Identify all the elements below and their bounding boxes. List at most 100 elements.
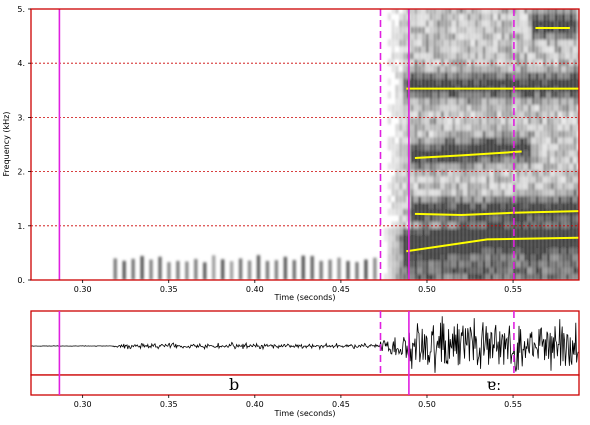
spectrogram-cell <box>429 273 433 280</box>
spectrogram-cell <box>471 13 474 21</box>
spectrogram-cell <box>460 9 463 14</box>
spectrogram-cell <box>573 19 577 27</box>
spectrogram-cell <box>403 65 406 73</box>
spectrogram-cell <box>414 156 418 164</box>
spectrogram-cell <box>482 234 486 242</box>
spectrogram-cell <box>497 195 501 203</box>
spectrogram-cell <box>562 45 565 53</box>
spectrogram-cell <box>509 266 512 274</box>
spectrogram-cell <box>429 253 433 261</box>
spectrogram-cell <box>429 240 433 248</box>
spectrogram-cell <box>471 65 474 73</box>
spectrogram-cell <box>433 26 437 34</box>
spectrogram-cell <box>486 104 490 112</box>
spectrogram-cell <box>456 169 459 177</box>
spectrogram-cell <box>566 175 569 183</box>
spectrogram-cell <box>501 32 505 40</box>
spectrogram-cell <box>452 221 456 229</box>
spectrogram-cell <box>460 97 463 105</box>
spectrogram-cell <box>448 110 452 118</box>
spectrogram-cell <box>486 78 490 86</box>
spectrogram-cell <box>494 39 497 47</box>
spectrogram-cell <box>433 169 437 177</box>
spectrogram-cell <box>388 273 391 280</box>
spectrogram-cell <box>414 130 418 138</box>
spectrogram-cell <box>566 136 569 144</box>
spectrogram-cell <box>535 71 539 79</box>
spectrogram-cell <box>441 175 444 183</box>
spectrogram-cell <box>566 253 569 261</box>
spectrogram-cell <box>433 221 437 229</box>
spectrogram-cell <box>569 117 573 125</box>
voicing-bar-cell <box>167 262 171 280</box>
spectrogram-cell <box>486 201 490 209</box>
voicing-bar-cell <box>185 261 189 280</box>
spectrogram-cell <box>422 227 425 235</box>
spectrogram-cell <box>535 195 539 203</box>
spectrogram-cell <box>566 71 569 79</box>
spectrogram-cell <box>497 227 501 235</box>
spectrogram-cell <box>441 156 444 164</box>
spectrogram-cell <box>444 104 448 112</box>
time-tick-label: 0.35 <box>160 400 178 409</box>
spectrogram-cell <box>410 52 414 60</box>
spectrogram-cell <box>516 110 520 118</box>
spectrogram-cell <box>535 13 539 21</box>
spectrogram-cell <box>418 104 421 112</box>
spectrogram-cell <box>531 45 535 53</box>
spectrogram-cell <box>463 97 467 105</box>
spectrogram-cell <box>429 169 433 177</box>
spectrogram-cell <box>478 97 482 105</box>
spectrogram-cell <box>422 58 425 66</box>
voicing-bar-cell <box>131 258 135 280</box>
spectrogram-cell <box>535 32 539 40</box>
spectrogram-cell <box>399 234 403 242</box>
spectrogram-cell <box>463 123 467 131</box>
spectrogram-cell <box>437 78 440 86</box>
spectrogram-cell <box>482 188 486 196</box>
spectrogram-cell <box>509 130 512 138</box>
spectrogram-cell <box>524 71 528 79</box>
spectrogram-cell <box>467 253 471 261</box>
spectrogram-cell <box>463 227 467 235</box>
spectrogram-cell <box>531 52 535 60</box>
spectrogram-cell <box>547 156 550 164</box>
spectrogram-cell <box>441 182 444 190</box>
spectrogram-cell <box>566 247 569 255</box>
spectrogram-cell <box>437 58 440 66</box>
spectrogram-cell <box>520 240 524 248</box>
spectrogram-cell <box>422 253 425 261</box>
spectrogram-cell <box>543 45 546 53</box>
spectrogram-cell <box>566 188 569 196</box>
spectrogram-cell <box>444 136 448 144</box>
spectrogram-cell <box>463 58 467 66</box>
spectrogram-cell <box>441 143 444 151</box>
spectrogram-cell <box>558 201 562 209</box>
spectrogram-cell <box>486 91 490 99</box>
voicing-bar-cell <box>221 259 225 280</box>
spectrogram-cell <box>471 32 474 40</box>
spectrogram-cell <box>543 13 546 21</box>
spectrogram-cell <box>531 104 535 112</box>
spectrogram-cell <box>520 13 524 21</box>
spectrogram-cell <box>437 13 440 21</box>
spectrogram-cell <box>494 78 497 86</box>
spectrogram-cell <box>531 227 535 235</box>
spectrogram-cell <box>467 97 471 105</box>
spectrogram-cell <box>452 130 456 138</box>
spectrogram-cell <box>569 45 573 53</box>
spectrogram-cell <box>452 149 456 157</box>
spectrogram-cell <box>441 123 444 131</box>
spectrogram-cell <box>558 162 562 170</box>
spectrogram-cell <box>471 169 474 177</box>
spectrogram-cell <box>441 214 444 222</box>
spectrogram-cell <box>448 253 452 261</box>
spectrogram-cell <box>535 26 539 34</box>
spectrogram-cell <box>441 149 444 157</box>
spectrogram-cell <box>478 26 482 34</box>
spectrogram-cell <box>543 195 546 203</box>
spectrogram-cell <box>403 169 406 177</box>
spectrogram-cell <box>562 156 565 164</box>
spectrogram-cell <box>433 175 437 183</box>
spectrogram-cell <box>535 123 539 131</box>
